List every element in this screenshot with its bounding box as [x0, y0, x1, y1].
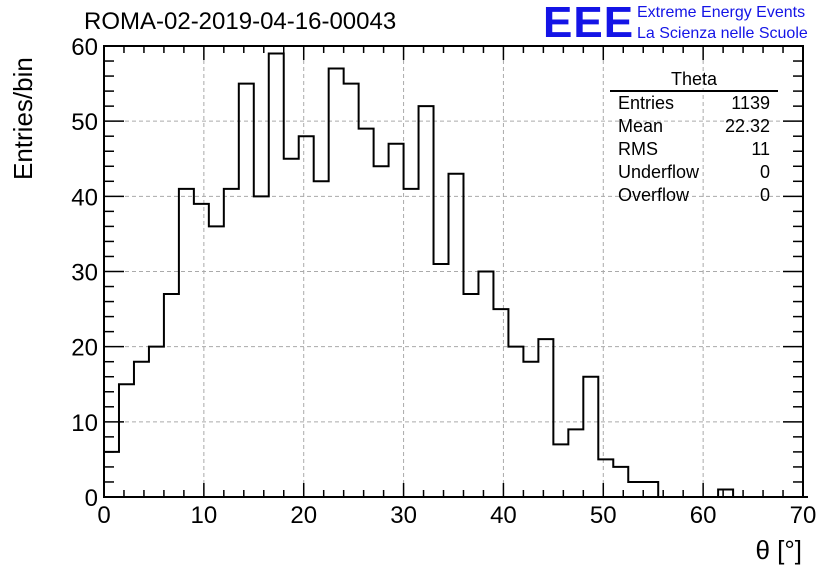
histogram-bin	[179, 189, 194, 497]
histogram-bin	[419, 106, 434, 497]
logo-subtitle-line1: Extreme Energy Events	[637, 4, 806, 21]
histogram-bin	[374, 166, 389, 497]
x-tick-label: 30	[390, 502, 417, 529]
histogram-bin	[553, 444, 568, 497]
histogram-bin	[404, 189, 419, 497]
histogram-bin	[104, 452, 119, 497]
logo-subtitle-line2: La Scienza nelle Scuole	[637, 25, 808, 42]
y-tick-label: 30	[71, 260, 98, 287]
stats-value: 1139	[731, 93, 770, 113]
y-tick-label: 60	[71, 34, 98, 61]
histogram-bin	[508, 347, 523, 497]
x-tick-label: 60	[690, 502, 717, 529]
stats-label: Overflow	[618, 185, 690, 205]
histogram-bin	[344, 84, 359, 497]
stats-value: 0	[759, 185, 770, 205]
histogram-outline	[103, 52, 808, 498]
histogram-bin	[149, 347, 164, 497]
histogram-bin	[119, 384, 134, 497]
stats-value: 22.32	[724, 116, 770, 136]
stats-value: 11	[751, 139, 770, 159]
histogram-bin	[389, 144, 404, 497]
chart-title: ROMA-02-2019-04-16-00043	[84, 8, 397, 35]
histogram-bin	[583, 377, 598, 497]
histogram-bin	[463, 294, 478, 497]
x-tick-label: 70	[790, 502, 817, 529]
stats-label: Underflow	[618, 162, 700, 182]
stats-row-entries: Entries 1139	[610, 92, 778, 115]
histogram-bin	[523, 362, 538, 497]
x-tick-label: 40	[490, 502, 517, 529]
y-tick-label: 0	[85, 485, 98, 512]
x-tick-label: 0	[97, 502, 110, 529]
histogram-bin	[598, 459, 613, 497]
histogram-bin	[254, 196, 269, 497]
histogram-bin	[239, 84, 254, 497]
histogram-bin	[164, 294, 179, 497]
histogram-bin	[269, 54, 284, 497]
histogram-bin	[299, 136, 314, 497]
histogram-bin	[493, 309, 508, 497]
histogram-bin	[643, 482, 658, 497]
stats-row-overflow: Overflow 0	[610, 184, 778, 207]
y-axis-label: Entries/bin	[8, 57, 38, 180]
histogram-bin	[314, 181, 329, 497]
histogram-bin	[224, 189, 239, 497]
histogram-bin	[359, 129, 374, 497]
x-tick-label: 50	[590, 502, 617, 529]
stats-row-rms: RMS 11	[610, 138, 778, 161]
histogram-bin	[449, 174, 464, 497]
x-axis-label: θ [°]	[755, 535, 802, 565]
y-tick-label: 40	[71, 184, 98, 211]
x-tick-label: 10	[191, 502, 218, 529]
stats-value: 0	[759, 162, 770, 182]
histogram-bin	[284, 159, 299, 497]
histogram-bin	[613, 467, 628, 497]
stats-row-underflow: Underflow 0	[610, 161, 778, 184]
eee-logo: EEE	[543, 0, 635, 47]
histogram-bin	[538, 339, 553, 497]
histogram-bin	[434, 264, 449, 497]
histogram-bin	[134, 362, 149, 497]
histogram-bin	[209, 226, 224, 497]
y-tick-label: 50	[71, 109, 98, 136]
histogram-bin	[194, 204, 209, 497]
stats-box: Theta Entries 1139 Mean 22.32 RMS 11 Und…	[610, 68, 778, 207]
y-tick-label: 20	[71, 335, 98, 362]
stats-title: Theta	[610, 68, 778, 92]
stats-label: RMS	[618, 139, 658, 159]
histogram-bin	[628, 482, 643, 497]
histogram-bin	[718, 489, 733, 497]
histogram-bin	[478, 272, 493, 498]
stats-label: Entries	[618, 93, 675, 113]
histogram-bin	[568, 429, 583, 497]
stats-label: Mean	[618, 116, 664, 136]
histogram-bin	[329, 69, 344, 497]
x-tick-label: 20	[290, 502, 317, 529]
y-tick-label: 10	[71, 410, 98, 437]
stats-row-mean: Mean 22.32	[610, 115, 778, 138]
